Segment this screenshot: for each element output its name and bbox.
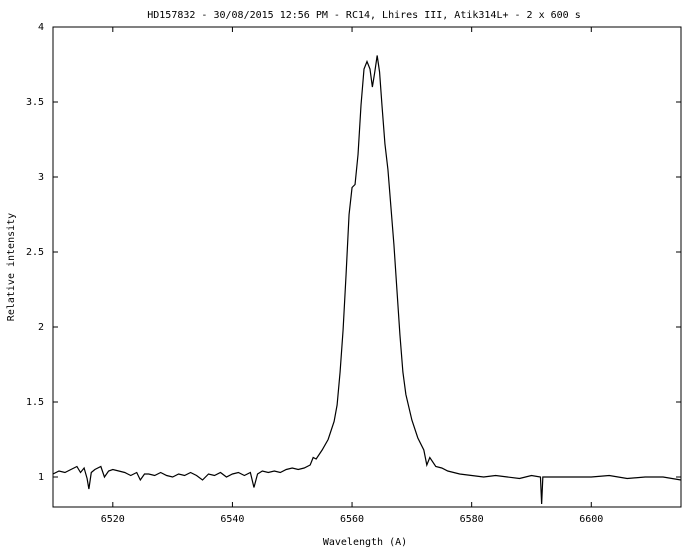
x-tick-label: 6580 <box>460 514 484 525</box>
x-tick-label: 6540 <box>220 514 244 525</box>
y-tick-label: 3.5 <box>26 97 44 108</box>
y-tick-label: 2 <box>38 322 44 333</box>
y-axis-label: Relative intensity <box>6 213 17 321</box>
plot-frame <box>52 26 682 508</box>
y-tick-label: 2.5 <box>26 247 44 258</box>
x-axis-ticks: 6520 6540 6560 6580 6600 <box>101 27 603 525</box>
x-tick-label: 6600 <box>579 514 603 525</box>
y-tick-label: 1.5 <box>26 397 44 408</box>
chart-title: HD157832 - 30/08/2015 12:56 PM - RC14, L… <box>147 10 580 21</box>
spectrum-series-line <box>52 55 682 505</box>
y-tick-label: 3 <box>38 172 44 183</box>
y-tick-label: 4 <box>38 22 44 33</box>
x-axis-label: Wavelength (A) <box>323 537 407 548</box>
y-tick-label: 1 <box>38 472 44 483</box>
y-axis-ticks: 1 1.5 2 2.5 3 3.5 4 <box>26 22 681 483</box>
x-tick-label: 6560 <box>340 514 364 525</box>
x-tick-label: 6520 <box>101 514 125 525</box>
